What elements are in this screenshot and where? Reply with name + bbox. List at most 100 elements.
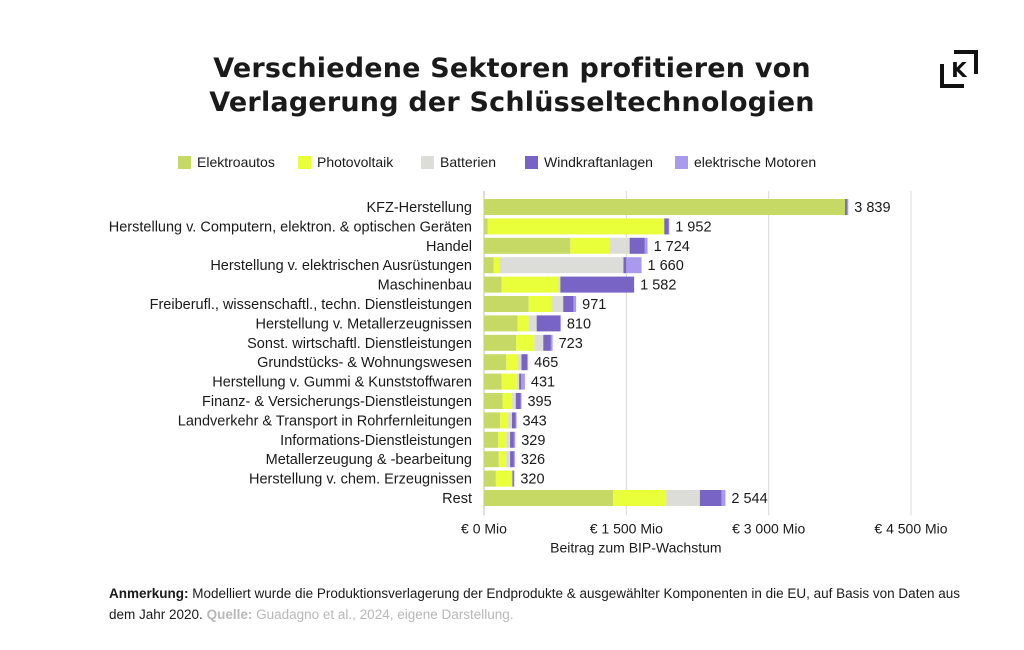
bar-segment-elektroautos [484,431,499,448]
bar-segment-photovoltaik [516,334,535,351]
legend-item-elektrische-motoren: elektrische Motoren [675,153,816,171]
total-value-label: 810 [567,316,591,332]
chart-title: Verschiedene Sektoren profitieren von Ve… [0,52,1024,120]
bar-segment-elektroautos [484,451,499,468]
bar-segment-batterien [516,373,520,390]
bar-segment-batterien [511,393,516,409]
bar-segment-elektrische-motoren [527,354,529,371]
bar-segment-windkraftanlagen [510,451,514,468]
bar-segment-photovoltaik [570,237,610,254]
bar-segment-windkraftanlagen [512,470,514,487]
category-label: Handel [426,239,472,255]
category-label: Maschinenbau [378,278,472,294]
bar-segment-windkraftanlagen [623,257,627,274]
bar-segment-batterien [511,470,513,487]
legend-item-windkraftanlagen: Windkraftanlagen [525,153,653,171]
bar-segment-windkraftanlagen [845,199,847,215]
bar-segment-photovoltaik [502,393,512,409]
note-text: Modelliert wurde die Produktionsverlager… [109,586,960,622]
bar-segment-windkraftanlagen [699,490,722,506]
bar-segment-batterien [517,354,522,371]
total-value-label: 2 544 [731,491,767,507]
bar-segment-windkraftanlagen [515,393,521,409]
total-value-label: 3 839 [854,200,890,216]
legend-item-photovoltaik: Photovoltaik [298,153,393,171]
x-axis-title: Beitrag zum BIP-Wachstum [550,539,721,555]
k-logo-icon: K [940,50,978,88]
bar-segment-elektroautos [484,276,502,293]
chart-title-line-2: Verlagerung der Schlüsseltechnologien [209,87,815,118]
bar-segment-photovoltaik [501,373,517,390]
total-value-label: 431 [531,375,555,391]
x-tick-label: € 1 500 Mio [590,520,663,536]
bar-segment-elektroautos [484,315,518,332]
bar-segment-windkraftanlagen [664,218,669,235]
x-tick-label: € 4 500 Mio [874,520,947,536]
bar-segment-elektrische-motoren [846,199,849,215]
category-label: Landverkehr & Transport in Rohrfernleitu… [178,413,472,429]
bar-segment-batterien [506,431,511,448]
category-label: Herstellung v. elektrischen Ausrüstungen [210,258,472,274]
legend-swatch [298,156,311,169]
bar-segment-photovoltaik [495,470,512,487]
total-value-label: 723 [559,336,583,352]
bar-segment-photovoltaik [517,315,529,332]
bar-segment-photovoltaik [613,490,667,506]
footnote: Anmerkung: Modelliert wurde die Produkti… [109,583,969,625]
legend-label: Batterien [440,154,497,170]
bar-segment-photovoltaik [506,354,518,371]
chart-title-line-1: Verschiedene Sektoren profitieren von [213,53,811,84]
legend-swatch [525,156,538,169]
bar-segment-batterien [508,412,512,429]
category-label: Sonst. wirtschaftl. Dienstleistungen [247,336,472,352]
x-tick-label: € 3 000 Mio [732,520,805,536]
legend-swatch [675,156,688,169]
legend-label: elektrische Motoren [694,154,817,170]
bar-segment-photovoltaik [498,451,506,468]
category-label: Metallerzeugung & -bearbeitung [266,452,472,468]
category-label: Herstellung v. Computern, elektron. & op… [109,219,472,235]
category-label: Herstellung v. Gummi & Kunststoffwaren [212,375,472,391]
logo-letter: K [951,58,968,82]
bar-segment-photovoltaik [487,218,664,235]
bar-segment-batterien [505,451,511,468]
bar-segment-batterien [551,296,564,312]
legend-label: Elektroautos [197,154,275,170]
category-label: KFZ-Herstellung [366,200,472,216]
bar-segment-elektroautos [484,237,571,254]
legend-item-batterien: Batterien [421,153,496,171]
bar-segment-batterien [558,276,561,293]
bar-segment-elektrische-motoren [513,431,516,448]
category-label: Finanz- & Versicherungs-Dienstleistungen [202,394,472,410]
bar-segment-windkraftanlagen [519,373,522,390]
category-label: Freiberufl., wissenschaftl., techn. Dien… [150,297,472,313]
total-value-label: 1 952 [675,219,711,235]
bar-segment-windkraftanlagen [563,296,574,312]
bar-segment-elektroautos [484,296,529,312]
bar-segment-elektrische-motoren [513,470,515,487]
bar-segment-elektroautos [484,470,496,487]
bar-segment-elektrische-motoren [550,334,553,351]
bar-segment-elektrische-motoren [573,296,577,312]
total-value-label: 1 724 [654,239,690,255]
bar-segment-photovoltaik [498,431,507,448]
bar-segment-elektrische-motoren [668,218,670,235]
source-text: Guadagno et al., 2024, eigene Darstellun… [252,607,514,622]
bar-segment-batterien [609,237,630,254]
category-label: Herstellung v. Metallerzeugnissen [255,316,472,332]
bar-segment-elektroautos [484,257,494,274]
legend-label: Windkraftanlagen [544,154,653,170]
bar-segment-windkraftanlagen [560,276,635,293]
total-value-label: 320 [520,472,544,488]
bar-segment-elektroautos [484,354,507,371]
total-value-label: 971 [582,297,606,313]
bar-segment-elektroautos [484,373,502,390]
legend-item-elektroautos: Elektroautos [178,153,275,171]
bar-segment-batterien [663,218,665,235]
total-value-label: 1 582 [640,278,676,294]
bar-segment-elektroautos [484,412,501,429]
category-label: Rest [442,491,472,507]
total-value-label: 465 [534,355,558,371]
legend-swatch [421,156,434,169]
bar-segment-batterien [528,315,537,332]
